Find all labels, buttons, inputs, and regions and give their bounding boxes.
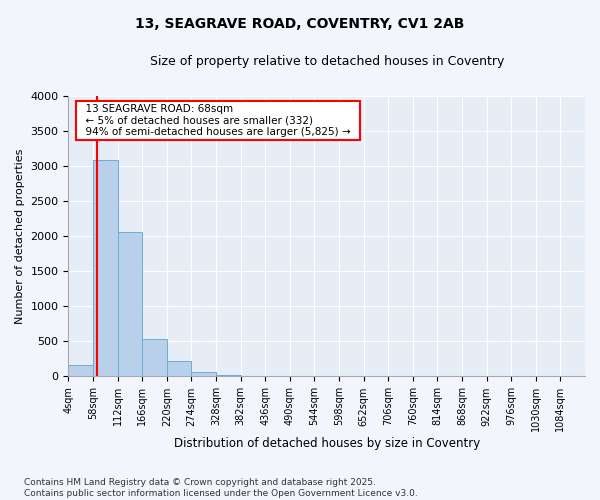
- Text: 13 SEAGRAVE ROAD: 68sqm  
  ← 5% of detached houses are smaller (332)  
  94% of: 13 SEAGRAVE ROAD: 68sqm ← 5% of detached…: [79, 104, 357, 137]
- Bar: [93, 160, 118, 376]
- Bar: [167, 361, 191, 376]
- Bar: [216, 374, 241, 376]
- Bar: [68, 364, 93, 376]
- Title: Size of property relative to detached houses in Coventry: Size of property relative to detached ho…: [149, 55, 504, 68]
- Bar: [118, 232, 142, 376]
- X-axis label: Distribution of detached houses by size in Coventry: Distribution of detached houses by size …: [173, 437, 480, 450]
- Text: Contains HM Land Registry data © Crown copyright and database right 2025.
Contai: Contains HM Land Registry data © Crown c…: [24, 478, 418, 498]
- Y-axis label: Number of detached properties: Number of detached properties: [15, 148, 25, 324]
- Bar: [142, 338, 167, 376]
- Text: 13, SEAGRAVE ROAD, COVENTRY, CV1 2AB: 13, SEAGRAVE ROAD, COVENTRY, CV1 2AB: [136, 18, 464, 32]
- Bar: [191, 372, 216, 376]
